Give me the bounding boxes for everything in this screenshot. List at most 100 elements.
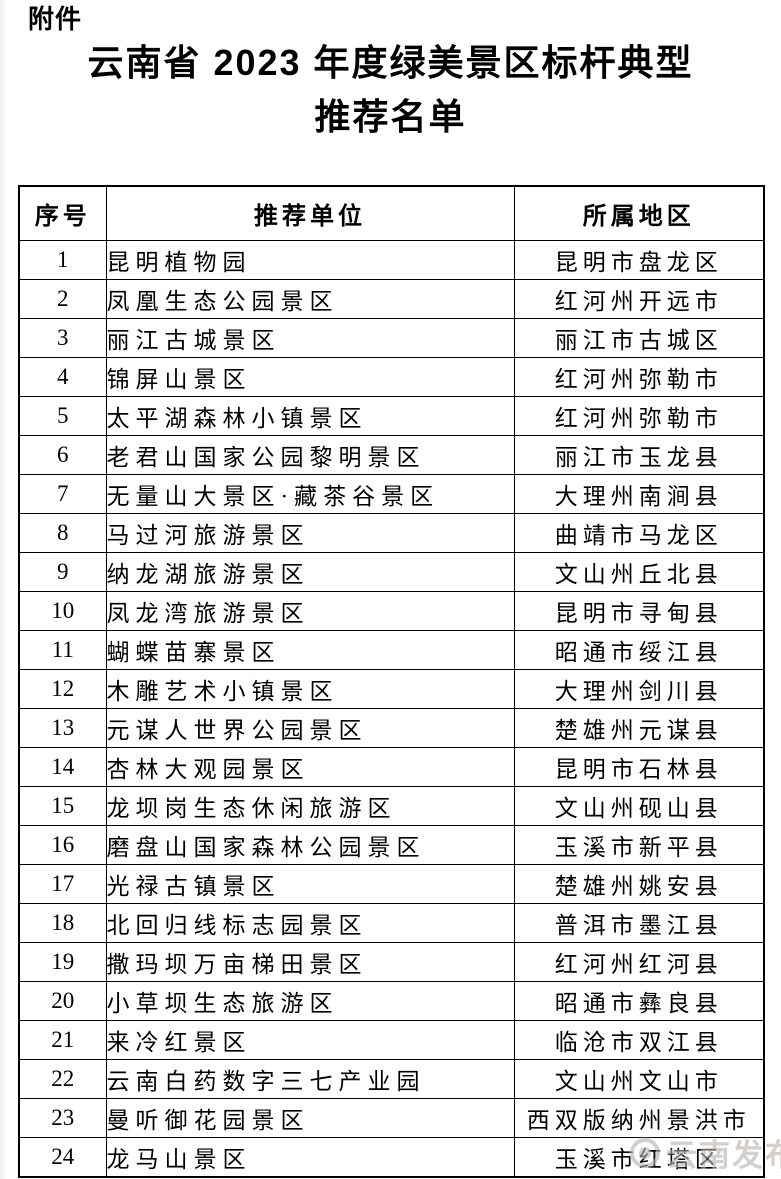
table-row: 4 锦屏山景区 红河州弥勒市: [18, 357, 765, 397]
cell-unit: 杏林大观园景区: [105, 747, 515, 787]
cell-serial: 7: [18, 474, 107, 514]
table-row: 6 老君山国家公园黎明景区 丽江市玉龙县: [18, 435, 765, 475]
table-row: 19 撒玛坝万亩梯田景区 红河州红河县: [18, 942, 765, 982]
cell-region: 西双版纳州景洪市: [513, 1098, 765, 1138]
cell-serial: 11: [18, 630, 107, 670]
column-header-serial: 序号: [18, 185, 107, 241]
cell-region: 普洱市墨江县: [513, 903, 765, 943]
table-row: 17 光禄古镇景区 楚雄州姚安县: [18, 864, 765, 904]
cell-region: 楚雄州元谋县: [513, 708, 765, 748]
cell-unit: 蝴蝶苗寨景区: [105, 630, 515, 670]
table-row: 12 木雕艺术小镇景区 大理州剑川县: [18, 669, 765, 709]
cell-region: 红河州开远市: [513, 279, 765, 319]
cell-serial: 6: [18, 435, 107, 475]
cell-unit: 龙坝岗生态休闲旅游区: [105, 786, 515, 826]
cell-serial: 13: [18, 708, 107, 748]
cell-serial: 5: [18, 396, 107, 436]
cell-serial: 2: [18, 279, 107, 319]
cell-region: 曲靖市马龙区: [513, 513, 765, 553]
cell-serial: 21: [18, 1020, 107, 1060]
table-row: 20 小草坝生态旅游区 昭通市彝良县: [18, 981, 765, 1021]
cell-unit: 龙马山景区: [105, 1137, 515, 1178]
cell-unit: 丽江古城景区: [105, 318, 515, 358]
cell-unit: 老君山国家公园黎明景区: [105, 435, 515, 475]
cell-region: 丽江市玉龙县: [513, 435, 765, 475]
cell-region: 昆明市盘龙区: [513, 240, 765, 280]
table-row: 10 凤龙湾旅游景区 昆明市寻甸县: [18, 591, 765, 631]
cell-serial: 17: [18, 864, 107, 904]
cell-unit: 太平湖森林小镇景区: [105, 396, 515, 436]
table-row: 2 凤凰生态公园景区 红河州开远市: [18, 279, 765, 319]
cell-region: 丽江市古城区: [513, 318, 765, 358]
table-row: 8 马过河旅游景区 曲靖市马龙区: [18, 513, 765, 553]
table-row: 9 纳龙湖旅游景区 文山州丘北县: [18, 552, 765, 592]
page-title-line2: 推荐名单: [314, 96, 467, 137]
table-row: 24 龙马山景区 玉溪市红塔区: [18, 1137, 765, 1178]
cell-serial: 16: [18, 825, 107, 865]
cell-serial: 14: [18, 747, 107, 787]
cell-serial: 22: [18, 1059, 107, 1099]
cell-serial: 4: [18, 357, 107, 397]
cell-unit: 来冷红景区: [105, 1020, 515, 1060]
cell-serial: 8: [18, 513, 107, 553]
recommendation-table: 序号 推荐单位 所属地区 1 昆明植物园 昆明市盘龙区 2 凤凰生态公园景区 红…: [18, 185, 765, 1178]
table-row: 23 曼听御花园景区 西双版纳州景洪市: [18, 1098, 765, 1138]
table-header-row: 序号 推荐单位 所属地区: [18, 185, 765, 241]
cell-region: 楚雄州姚安县: [513, 864, 765, 904]
cell-unit: 无量山大景区·藏茶谷景区: [105, 474, 515, 514]
page-title-line1: 云南省 2023 年度绿美景区标杆典型: [87, 42, 694, 83]
cell-unit: 光禄古镇景区: [105, 864, 515, 904]
cell-region: 红河州弥勒市: [513, 357, 765, 397]
cell-region: 玉溪市红塔区: [513, 1137, 765, 1178]
table-header: 序号 推荐单位 所属地区: [18, 185, 765, 241]
cell-unit: 元谋人世界公园景区: [105, 708, 515, 748]
table-row: 15 龙坝岗生态休闲旅游区 文山州砚山县: [18, 786, 765, 826]
cell-region: 大理州剑川县: [513, 669, 765, 709]
cell-unit: 凤龙湾旅游景区: [105, 591, 515, 631]
cell-serial: 3: [18, 318, 107, 358]
cell-region: 文山州文山市: [513, 1059, 765, 1099]
table-row: 13 元谋人世界公园景区 楚雄州元谋县: [18, 708, 765, 748]
cell-serial: 15: [18, 786, 107, 826]
cell-region: 昆明市寻甸县: [513, 591, 765, 631]
cell-region: 昭通市绥江县: [513, 630, 765, 670]
cell-unit: 木雕艺术小镇景区: [105, 669, 515, 709]
cell-region: 昭通市彝良县: [513, 981, 765, 1021]
cell-unit: 昆明植物园: [105, 240, 515, 280]
cell-serial: 19: [18, 942, 107, 982]
cell-unit: 撒玛坝万亩梯田景区: [105, 942, 515, 982]
cell-unit: 曼听御花园景区: [105, 1098, 515, 1138]
table-row: 21 来冷红景区 临沧市双江县: [18, 1020, 765, 1060]
table-row: 18 北回归线标志园景区 普洱市墨江县: [18, 903, 765, 943]
cell-unit: 锦屏山景区: [105, 357, 515, 397]
table-row: 5 太平湖森林小镇景区 红河州弥勒市: [18, 396, 765, 436]
cell-unit: 凤凰生态公园景区: [105, 279, 515, 319]
table-body: 1 昆明植物园 昆明市盘龙区 2 凤凰生态公园景区 红河州开远市 3 丽江古城景…: [18, 240, 765, 1178]
cell-region: 玉溪市新平县: [513, 825, 765, 865]
cell-region: 临沧市双江县: [513, 1020, 765, 1060]
table-row: 22 云南白药数字三七产业园 文山州文山市: [18, 1059, 765, 1099]
cell-serial: 20: [18, 981, 107, 1021]
cell-unit: 马过河旅游景区: [105, 513, 515, 553]
cell-serial: 9: [18, 552, 107, 592]
cell-serial: 1: [18, 240, 107, 280]
cell-serial: 18: [18, 903, 107, 943]
cell-unit: 北回归线标志园景区: [105, 903, 515, 943]
cell-region: 昆明市石林县: [513, 747, 765, 787]
cell-serial: 23: [18, 1098, 107, 1138]
cell-region: 红河州弥勒市: [513, 396, 765, 436]
scan-edge-artifact: [0, 0, 8, 1179]
cell-unit: 纳龙湖旅游景区: [105, 552, 515, 592]
table-row: 1 昆明植物园 昆明市盘龙区: [18, 240, 765, 280]
column-header-region: 所属地区: [513, 185, 765, 241]
column-header-unit: 推荐单位: [105, 185, 515, 241]
attachment-label: 附件: [28, 4, 83, 34]
cell-unit: 磨盘山国家森林公园景区: [105, 825, 515, 865]
table-row: 14 杏林大观园景区 昆明市石林县: [18, 747, 765, 787]
cell-serial: 10: [18, 591, 107, 631]
cell-serial: 24: [18, 1137, 107, 1178]
cell-region: 文山州砚山县: [513, 786, 765, 826]
table-row: 3 丽江古城景区 丽江市古城区: [18, 318, 765, 358]
cell-region: 大理州南涧县: [513, 474, 765, 514]
